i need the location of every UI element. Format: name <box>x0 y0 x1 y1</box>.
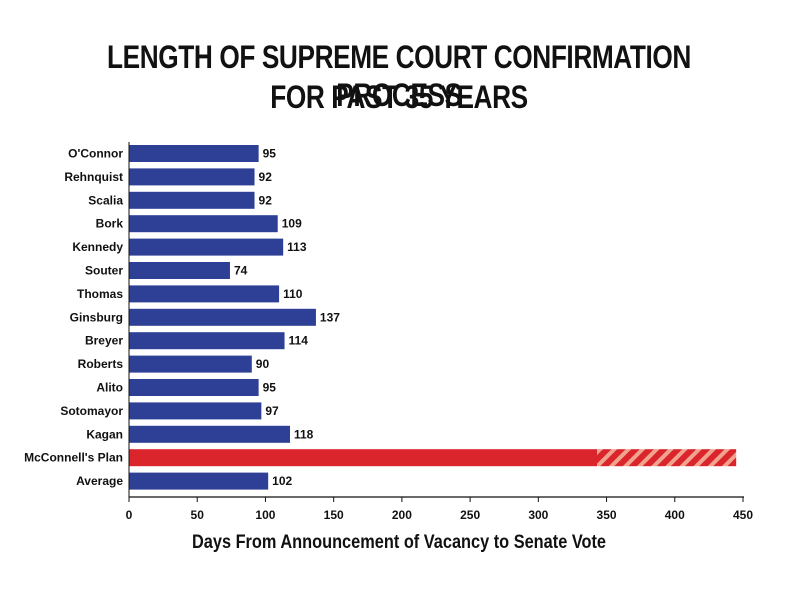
x-tick-label: 50 <box>191 508 205 522</box>
value-label: 102 <box>272 474 292 488</box>
value-label: 97 <box>265 404 279 418</box>
x-axis: 0 50 100 150 200 250 300 350 400 450 <box>126 142 753 522</box>
category-label: Roberts <box>78 357 124 371</box>
category-label: McConnell's Plan <box>24 451 123 465</box>
bar <box>129 238 284 256</box>
bar <box>129 191 255 209</box>
value-label: 137 <box>320 310 340 324</box>
bar <box>129 168 255 186</box>
bar <box>129 308 316 326</box>
x-tick-label: 100 <box>255 508 275 522</box>
bar-mcconnell-solid <box>129 449 598 467</box>
bar <box>129 215 278 233</box>
value-label: 113 <box>287 240 307 254</box>
value-label: 110 <box>283 287 303 301</box>
value-label: 92 <box>259 170 273 184</box>
x-tick-label: 250 <box>460 508 480 522</box>
category-label: Kennedy <box>72 240 123 254</box>
bar <box>129 402 262 420</box>
value-label: 95 <box>263 381 277 395</box>
value-label: 90 <box>256 357 270 371</box>
chart-title-line-1: LENGTH OF SUPREME COURT CONFIRMATION PRO… <box>107 39 691 113</box>
bar <box>129 472 269 490</box>
category-label: Ginsburg <box>70 310 123 324</box>
x-tick-label: 0 <box>126 508 133 522</box>
value-label: 109 <box>282 217 302 231</box>
chart-title-line-2: FOR PAST 35 YEARS <box>270 79 528 115</box>
category-label: Scalia <box>88 193 123 207</box>
category-label: Souter <box>85 264 123 278</box>
bar <box>129 332 285 350</box>
value-label: 114 <box>289 334 309 348</box>
labels-group: O'Connor 95 Rehnquist 92 Scalia 92 Bork 109 Kenn… <box>24 147 340 489</box>
bar <box>129 145 259 162</box>
value-label: 74 <box>234 264 248 278</box>
bar <box>129 355 252 373</box>
category-label: Average <box>76 474 123 488</box>
category-label: O'Connor <box>68 147 123 161</box>
bar-mcconnell-hatched <box>597 449 737 467</box>
x-tick-label: 150 <box>324 508 344 522</box>
bar <box>129 379 259 396</box>
x-tick-label: 300 <box>528 508 548 522</box>
bars-group <box>129 145 737 490</box>
x-tick-label: 400 <box>665 508 685 522</box>
category-label: Thomas <box>77 287 123 301</box>
category-label: Sotomayor <box>60 404 123 418</box>
category-label: Bork <box>96 217 124 231</box>
category-label: Kagan <box>86 427 123 441</box>
category-label: Breyer <box>85 334 123 348</box>
x-axis-label: Days From Announcement of Vacancy to Sen… <box>191 532 607 553</box>
value-label: 118 <box>294 427 314 441</box>
x-tick-label: 450 <box>733 508 753 522</box>
category-label: Rehnquist <box>64 170 123 184</box>
x-tick-label: 200 <box>392 508 412 522</box>
category-label: Alito <box>96 381 123 395</box>
value-label: 92 <box>259 193 273 207</box>
value-label: 95 <box>263 147 277 161</box>
x-tick-label: 350 <box>597 508 617 522</box>
bar <box>129 425 291 443</box>
bar <box>129 262 230 279</box>
bar <box>129 285 280 303</box>
